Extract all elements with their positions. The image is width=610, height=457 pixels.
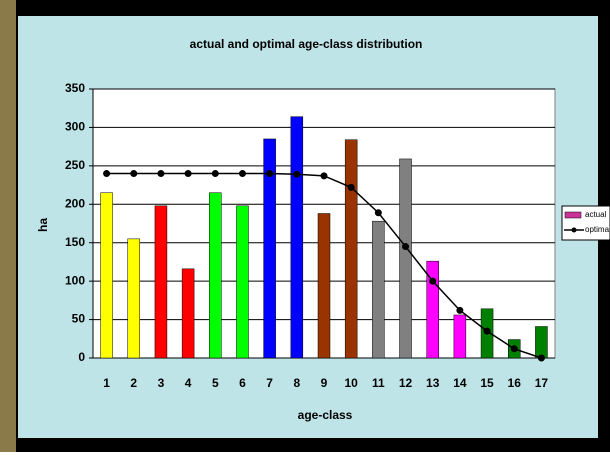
x-tick-label: 1 (103, 376, 110, 390)
bar (290, 116, 304, 359)
legend-swatch (564, 211, 582, 219)
line-marker (130, 170, 138, 178)
y-tick-label: 0 (78, 350, 85, 364)
line-marker (211, 170, 219, 178)
bar (535, 326, 548, 359)
line-marker (402, 243, 410, 251)
x-tick-label: 9 (321, 376, 328, 390)
x-tick-label: 10 (344, 376, 358, 390)
legend-label: optimal (585, 225, 610, 234)
x-tick-label: 11 (372, 376, 385, 390)
line-marker (456, 306, 464, 314)
line-marker (537, 354, 545, 362)
line-marker (157, 170, 165, 178)
x-tick-label: 2 (130, 376, 137, 390)
line-marker (238, 170, 246, 178)
y-tick-label: 50 (72, 312, 86, 326)
bar (263, 138, 276, 359)
x-tick-label: 4 (185, 376, 192, 390)
x-tick-label: 5 (212, 376, 219, 390)
legend (561, 205, 610, 241)
bar (344, 139, 358, 359)
legend-marker (571, 227, 577, 233)
background-texture (0, 0, 16, 452)
x-tick-label: 7 (266, 376, 273, 390)
bar (399, 158, 412, 359)
y-tick-label: 350 (65, 81, 85, 95)
line-marker (429, 277, 437, 285)
line-marker (483, 327, 491, 335)
bar (453, 314, 467, 359)
bar (181, 268, 195, 359)
line-marker (184, 170, 192, 178)
line-marker (320, 172, 328, 180)
line-marker (347, 183, 355, 191)
x-tick-label: 17 (535, 376, 549, 390)
bar (209, 192, 222, 359)
bar (154, 205, 168, 359)
chart-title: actual and optimal age-class distributio… (190, 37, 423, 51)
bar (372, 220, 385, 359)
x-axis-label: age-class (298, 408, 353, 422)
x-tick-label: 13 (426, 376, 440, 390)
line-marker (374, 209, 382, 217)
y-tick-label: 150 (65, 235, 85, 249)
line-marker (293, 170, 301, 178)
x-tick-label: 16 (508, 376, 522, 390)
line-marker (266, 170, 274, 178)
x-tick-label: 3 (158, 376, 165, 390)
bar (236, 205, 249, 359)
line-marker (510, 345, 518, 353)
x-tick-label: 8 (293, 376, 300, 390)
x-tick-label: 12 (399, 376, 413, 390)
bar (317, 213, 331, 359)
y-tick-label: 300 (65, 120, 85, 134)
bar (100, 192, 113, 359)
y-tick-label: 250 (65, 158, 85, 172)
y-tick-label: 100 (65, 273, 85, 287)
y-tick-label: 200 (65, 196, 85, 210)
line-marker (103, 170, 111, 178)
legend-label: actual (585, 210, 607, 219)
bar (127, 238, 141, 359)
x-tick-label: 14 (453, 376, 467, 390)
y-axis-label: ha (36, 218, 50, 232)
x-tick-label: 6 (239, 376, 246, 390)
x-tick-label: 15 (480, 376, 494, 390)
